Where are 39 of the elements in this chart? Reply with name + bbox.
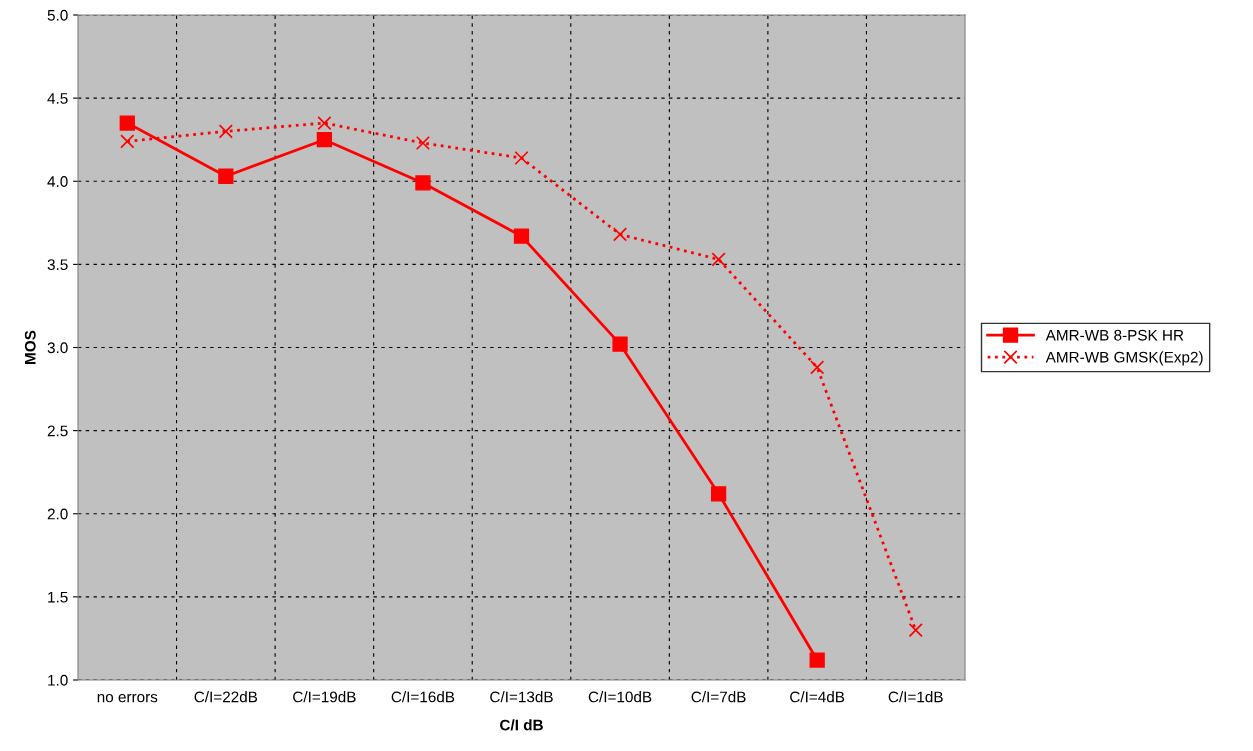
y-tick-label: 2.0: [47, 508, 68, 520]
point: [908, 623, 923, 638]
x-axis-title: C/I dB: [500, 719, 543, 731]
point: [218, 168, 234, 184]
y-axis-title: MOS: [24, 330, 36, 364]
x-tick-label: C/I=19dB: [293, 691, 356, 703]
point: [711, 252, 726, 267]
y-tick-label: 1.5: [48, 591, 68, 603]
x-tick-label: C/I=22dB: [194, 691, 258, 703]
point: [612, 227, 628, 242]
point: [612, 336, 628, 352]
point: [514, 150, 529, 166]
y-tick-label: 5.0: [47, 9, 68, 21]
point: [317, 115, 332, 131]
y-tick-label: 3.5: [47, 259, 68, 271]
point: [809, 652, 825, 668]
x-tick-label: C/I=16dB: [391, 691, 455, 703]
point: [119, 115, 135, 131]
x-tick-label: C/I=7dB: [691, 691, 746, 703]
point: [415, 175, 431, 191]
x-tick-label: C/I=10dB: [588, 691, 652, 703]
x-tick-label: C/I=1dB: [888, 691, 943, 703]
point: [218, 124, 233, 139]
point: [710, 486, 727, 502]
legend-label: AMR-WB GMSK(Exp2): [1045, 351, 1203, 366]
x-tick-label: C/I=13dB: [490, 691, 553, 703]
y-tick-label: 4.0: [47, 176, 68, 187]
y-tick-label: 4.5: [47, 93, 68, 104]
y-tick-label: 2.5: [47, 425, 68, 437]
x-tick-label: C/I=4dB: [790, 691, 845, 703]
point: [415, 135, 431, 151]
y-tick-label: 3.0: [47, 342, 68, 354]
x-tick-label: no errors: [97, 693, 158, 703]
point: [120, 134, 135, 149]
point: [810, 360, 825, 375]
y-tick-label: 1.0: [48, 674, 68, 686]
legend-label: AMR-WB 8-PSK HR: [1045, 329, 1184, 341]
point: [316, 132, 333, 148]
point: [513, 228, 530, 244]
